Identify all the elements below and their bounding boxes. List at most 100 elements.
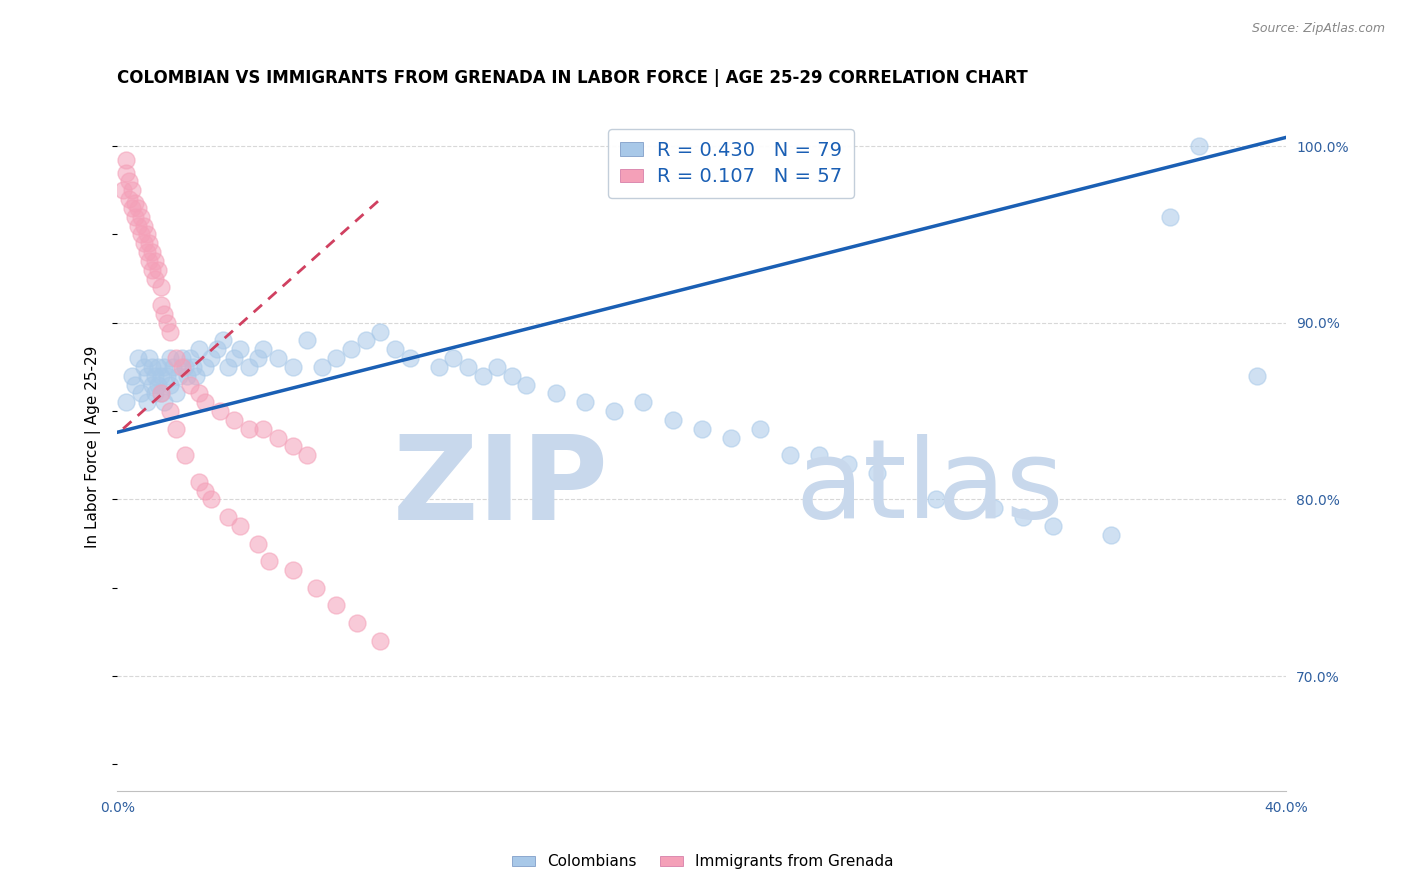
Point (200, 351, 222, 365)
Point (346, 615, 368, 630)
Point (259, 554, 281, 568)
Point (121, 201, 143, 215)
Point (515, 377, 537, 392)
Point (354, 334, 377, 348)
Point (150, 386, 173, 401)
Point (224, 351, 246, 365)
Point (229, 343, 252, 357)
Y-axis label: In Labor Force | Age 25-29: In Labor Force | Age 25-29 (86, 345, 101, 548)
Point (138, 254, 160, 268)
Point (138, 351, 160, 365)
Point (633, 395, 655, 409)
Point (143, 386, 166, 401)
Point (153, 359, 176, 374)
Point (200, 492, 222, 507)
Point (141, 359, 163, 374)
Point (983, 501, 1005, 516)
Point (1099, 527, 1122, 541)
Point (143, 368, 166, 383)
Point (603, 404, 626, 418)
Point (188, 386, 211, 401)
Point (129, 210, 152, 224)
Point (457, 359, 479, 374)
Point (179, 377, 201, 392)
Point (211, 334, 233, 348)
Point (159, 377, 181, 392)
Point (148, 262, 170, 277)
Point (121, 368, 143, 383)
Point (118, 192, 141, 206)
Point (370, 325, 392, 339)
Point (188, 343, 211, 357)
Point (229, 519, 252, 533)
Point (173, 359, 195, 374)
Point (325, 599, 347, 613)
Point (205, 343, 228, 357)
Point (132, 236, 155, 251)
Point (124, 377, 146, 392)
Point (156, 316, 179, 330)
Point (150, 298, 173, 312)
Point (471, 368, 494, 383)
Point (281, 359, 304, 374)
Point (121, 183, 143, 197)
Point (208, 404, 231, 418)
Point (281, 439, 304, 453)
Point (143, 254, 166, 268)
Point (129, 227, 152, 242)
Point (162, 359, 184, 374)
Point (127, 219, 149, 233)
Point (156, 368, 179, 383)
Point (217, 359, 239, 374)
Point (246, 536, 269, 550)
Point (165, 422, 187, 436)
Point (115, 153, 138, 168)
Point (311, 359, 333, 374)
Point (159, 404, 181, 418)
Point (176, 368, 198, 383)
Point (427, 359, 450, 374)
Point (1159, 210, 1181, 224)
Point (246, 351, 269, 365)
Point (340, 343, 363, 357)
Point (132, 359, 155, 374)
Point (690, 422, 713, 436)
Point (217, 510, 239, 524)
Point (501, 368, 523, 383)
Point (194, 483, 217, 498)
Text: Source: ZipAtlas.com: Source: ZipAtlas.com (1251, 22, 1385, 36)
Point (170, 359, 193, 374)
Text: atlas: atlas (796, 434, 1064, 541)
Point (866, 466, 889, 480)
Legend: Colombians, Immigrants from Grenada: Colombians, Immigrants from Grenada (506, 848, 900, 875)
Point (544, 386, 567, 401)
Point (167, 368, 190, 383)
Point (186, 368, 208, 383)
Point (486, 359, 509, 374)
Point (170, 351, 193, 365)
Point (138, 236, 160, 251)
Point (441, 351, 464, 365)
Point (135, 245, 157, 260)
Point (127, 201, 149, 215)
Point (837, 457, 859, 471)
Point (384, 343, 406, 357)
Point (238, 359, 260, 374)
Point (173, 448, 195, 462)
Point (1042, 519, 1064, 533)
Point (115, 166, 138, 180)
Point (194, 395, 217, 409)
Point (305, 581, 328, 595)
Point (165, 386, 187, 401)
Legend: R = 0.430   N = 79, R = 0.107   N = 57: R = 0.430 N = 79, R = 0.107 N = 57 (609, 129, 853, 198)
Point (165, 351, 187, 365)
Point (188, 475, 211, 489)
Point (148, 359, 170, 374)
Point (807, 448, 830, 462)
Point (115, 395, 138, 409)
Point (281, 563, 304, 577)
Point (135, 227, 157, 242)
Point (124, 210, 146, 224)
Point (238, 422, 260, 436)
Point (370, 633, 392, 648)
